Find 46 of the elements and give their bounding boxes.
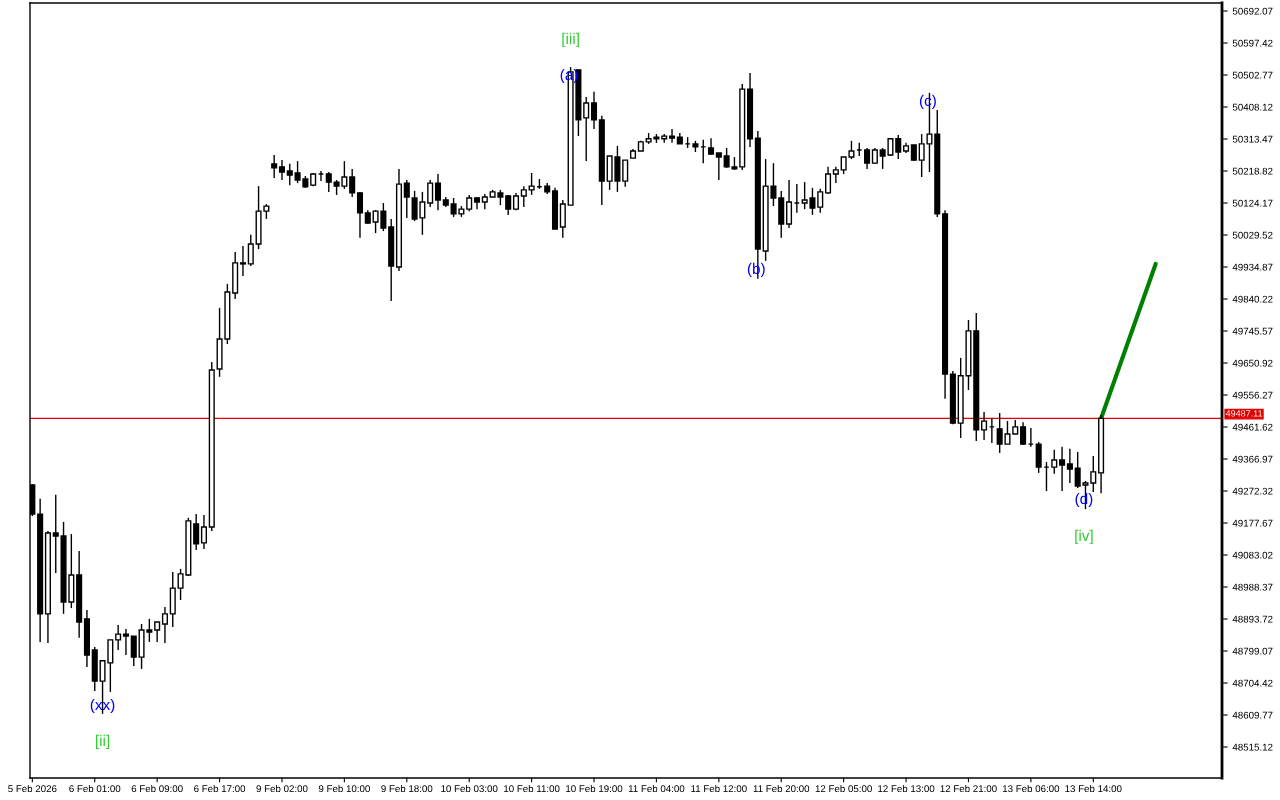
y-tick-label: 49556.27 [1232, 391, 1273, 399]
x-tick-label: 13 Feb 14:00 [1065, 784, 1122, 793]
x-tick-label: 5 Feb 2026 [8, 784, 57, 793]
annotation: [ii] [96, 734, 110, 750]
y-tick-label: 48799.07 [1232, 647, 1273, 655]
y-tick-label: 50218.82 [1232, 167, 1273, 175]
x-tick-label: 6 Feb 09:00 [131, 784, 183, 793]
y-tick-label: 50408.12 [1232, 103, 1273, 111]
x-tick-label: 6 Feb 17:00 [194, 784, 246, 793]
x-tick-label: 10 Feb 11:00 [504, 784, 560, 793]
y-tick-label: 50124.17 [1232, 199, 1273, 207]
x-tick-label: 11 Feb 20:00 [753, 784, 810, 793]
y-tick-label: 48515.12 [1232, 743, 1273, 751]
y-tick-label: 49840.22 [1232, 295, 1273, 303]
y-tick-label: 49934.87 [1232, 263, 1273, 271]
x-tick-label: 10 Feb 19:00 [566, 784, 623, 793]
y-tick-label: 50502.77 [1232, 71, 1273, 79]
annotation: [iv] [1075, 529, 1093, 545]
x-tick-label: 9 Feb 18:00 [381, 784, 433, 793]
y-tick-label: 49177.67 [1232, 519, 1273, 527]
y-tick-label: 49650.92 [1232, 359, 1273, 367]
x-tick-label: 9 Feb 02:00 [256, 784, 308, 793]
x-tick-label: 9 Feb 10:00 [318, 784, 370, 793]
x-tick-label: 10 Feb 03:00 [441, 784, 498, 793]
x-tick-label: 12 Feb 13:00 [878, 784, 935, 793]
x-tick-label: 12 Feb 05:00 [815, 784, 872, 793]
y-tick-label: 48609.77 [1232, 711, 1273, 719]
x-tick-label: 11 Feb 04:00 [628, 784, 685, 793]
y-tick-label: 50029.52 [1232, 231, 1273, 239]
y-tick-label: 50597.42 [1232, 39, 1273, 47]
y-tick-label: 49461.62 [1232, 423, 1273, 431]
annotation: [iii] [562, 32, 579, 48]
y-tick-label: 49083.02 [1232, 551, 1273, 559]
y-tick-label: 48893.72 [1232, 615, 1273, 623]
x-tick-label: 11 Feb 12:00 [691, 784, 747, 793]
y-tick-label: 50313.47 [1232, 135, 1273, 143]
y-tick-label: 50692.07 [1232, 7, 1273, 15]
y-tick-label: 49272.32 [1232, 487, 1273, 495]
y-tick-label: 48988.37 [1232, 583, 1273, 591]
x-tick-label: 12 Feb 21:00 [940, 784, 997, 793]
x-tick-label: 13 Feb 06:00 [1002, 784, 1060, 793]
y-tick-label: 49745.57 [1232, 327, 1273, 335]
y-tick-label: 49366.97 [1232, 455, 1273, 463]
x-tick-label: 6 Feb 01:00 [69, 784, 121, 793]
ref-line-label: 49487.11 [1225, 410, 1263, 417]
y-tick-label: 48704.42 [1232, 679, 1273, 687]
